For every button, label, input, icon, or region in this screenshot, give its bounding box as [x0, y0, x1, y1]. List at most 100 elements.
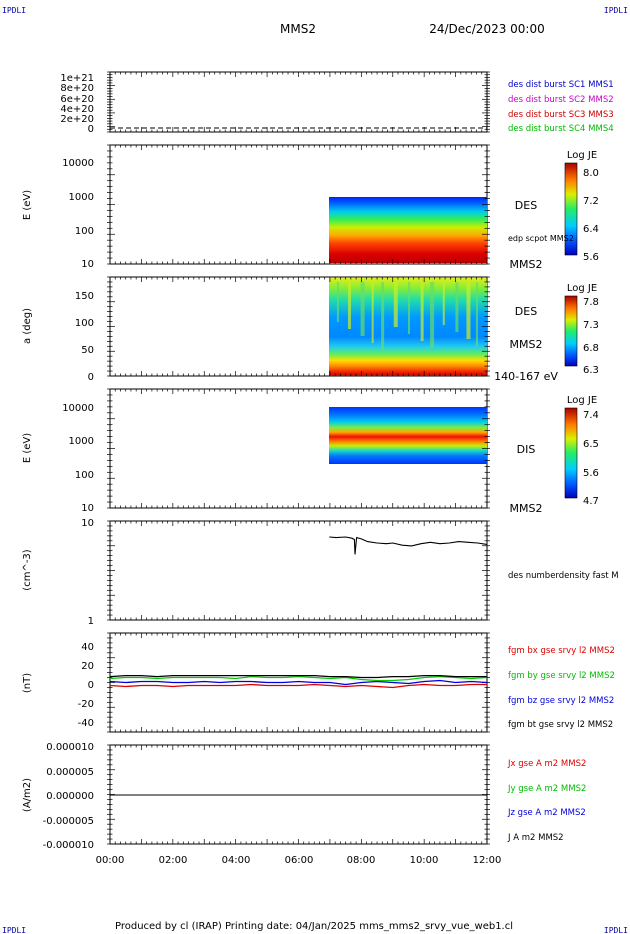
pitch-streak: [420, 282, 424, 341]
legend-item-mms1: des dist burst SC1 MMS1: [508, 80, 614, 90]
colorbar-des-energy: [564, 162, 578, 256]
x-tick-label: 08:00: [347, 855, 376, 866]
pitch-angle-streaks: [336, 282, 478, 350]
y-tick-label: 0.000000: [46, 791, 94, 802]
ylabel-dis-energy: E (eV): [22, 433, 33, 463]
legend-item-density: des numberdensity fast M: [508, 571, 619, 581]
panel-right-label: MMS2: [510, 338, 543, 351]
y-tick-label: 10: [81, 259, 94, 270]
y-tick-label: -0.000005: [43, 816, 94, 827]
spectrogram-dis-energy: [329, 407, 487, 464]
pitch-streak: [347, 282, 351, 329]
corner-mark-bottom-right: IPDLI: [604, 926, 628, 934]
y-tick-label: 0: [88, 372, 94, 383]
pitch-streak: [455, 282, 459, 332]
colorbar-dis-energy: [564, 407, 578, 499]
colorbar-tick: 6.3: [583, 365, 599, 376]
colorbar-tick: 7.8: [583, 297, 599, 308]
y-tick-label: 6e+20: [60, 94, 94, 105]
colorbar-tick: 7.2: [583, 196, 599, 207]
panel-right-label: 140-167 eV: [494, 370, 558, 383]
colorbar-tick: 7.3: [583, 320, 599, 331]
panel-frame-density: [109, 520, 488, 621]
legend-item-bt: fgm bt gse srvy l2 MMS2: [508, 720, 613, 730]
legend-item-bx: fgm bx gse srvy l2 MMS2: [508, 646, 615, 656]
y-tick-label: 2e+20: [60, 114, 94, 125]
pitch-streak: [381, 282, 385, 350]
series-lines: [109, 127, 488, 796]
legend-item-j: J A m2 MMS2: [507, 833, 564, 843]
y-tick-label: -0.000010: [43, 840, 94, 851]
panel-right-label: MMS2: [510, 502, 543, 515]
y-tick-label: 50: [81, 345, 94, 356]
legend-item-mms2: des dist burst SC2 MMS2: [508, 95, 614, 105]
y-tick-label: 10000: [62, 403, 94, 414]
legend-item-by: fgm by gse srvy l2 MMS2: [508, 671, 615, 681]
legend-item-mms3: des dist burst SC3 MMS3: [508, 110, 614, 120]
legend-item-mms4: des dist burst SC4 MMS4: [508, 124, 614, 134]
x-tick-label: 04:00: [222, 855, 251, 866]
pitch-streak: [336, 282, 339, 322]
y-tick-label: 150: [75, 291, 94, 302]
y-tick-label: 40: [81, 642, 94, 653]
x-tick-label: 12:00: [473, 855, 502, 866]
pitch-streak: [430, 282, 435, 348]
colorbar-des-pitch: [564, 295, 578, 367]
pitch-streak: [408, 282, 410, 334]
colorbar-tick: 5.6: [583, 252, 599, 263]
colorbar-title-des-pitch: Log JE: [567, 283, 597, 294]
ylabel-current: (A/m2): [22, 778, 33, 812]
panel-right-label: MMS2: [510, 258, 543, 271]
colorbar-tick: 4.7: [583, 496, 599, 507]
panel-right-label: DIS: [517, 443, 536, 456]
colorbar-tick: 5.6: [583, 468, 599, 479]
y-tick-label: 8e+20: [60, 83, 94, 94]
y-tick-label: 0.000010: [46, 742, 94, 753]
y-tick-label: -40: [78, 718, 94, 729]
y-tick-label: 10: [81, 518, 94, 529]
y-tick-label: 0.000005: [46, 767, 94, 778]
corner-mark-top-right: IPDLI: [604, 6, 628, 15]
spectrogram-des-energy: [329, 197, 487, 263]
ylabel-fgm: (nT): [22, 673, 33, 693]
series-line-bz: [109, 679, 488, 686]
pitch-streak: [466, 282, 471, 339]
panel-frame-dist-burst: [109, 71, 488, 133]
legend-item-bz: fgm bz gse srvy l2 MMS2: [508, 696, 614, 706]
colorbar-title-des-energy: Log JE: [567, 150, 597, 161]
ylabel-des-energy: E (eV): [22, 190, 33, 220]
series-line-bx: [109, 683, 487, 689]
pitch-streak: [360, 282, 365, 336]
colorbar-tick: 6.5: [583, 439, 599, 450]
y-tick-label: 1000: [69, 436, 94, 447]
y-tick-label: 100: [75, 226, 94, 237]
y-tick-label: 100: [75, 470, 94, 481]
y-tick-label: 20: [81, 661, 94, 672]
x-tick-label: 10:00: [410, 855, 439, 866]
y-tick-label: 10000: [62, 158, 94, 169]
axis-ticks: [107, 71, 490, 845]
corner-mark-bottom-left: IPDLI: [2, 926, 26, 934]
footer-credit: Produced by cl (IRAP) Printing date: 04/…: [115, 921, 513, 932]
series-line-bt: [109, 674, 487, 679]
y-tick-label: 1: [88, 616, 94, 627]
x-tick-label: 06:00: [285, 855, 314, 866]
legend-item-jz: Jz gse A m2 MMS2: [507, 808, 586, 818]
plot-title: MMS2: [280, 22, 316, 36]
plot-datetime: 24/Dec/2023 00:00: [429, 22, 545, 36]
y-tick-label: 0: [88, 124, 94, 135]
legend-item-jx: Jx gse A m2 MMS2: [507, 759, 586, 769]
series-line-density: [329, 536, 488, 555]
panel-right-label: DES: [515, 305, 537, 318]
colorbar-tick: 7.4: [583, 410, 599, 421]
ylabel-density: (cm^-3): [22, 549, 33, 590]
legend-item-jy: Jy gse A m2 MMS2: [507, 784, 586, 794]
pitch-streak: [371, 282, 374, 343]
y-tick-label: 10: [81, 503, 94, 514]
pitch-streak: [393, 282, 398, 327]
panel-right-label: edp scpot MMS2: [508, 234, 574, 243]
series-line-by: [109, 675, 488, 682]
colorbar-tick: 6.4: [583, 224, 599, 235]
pitch-streak: [442, 282, 445, 325]
